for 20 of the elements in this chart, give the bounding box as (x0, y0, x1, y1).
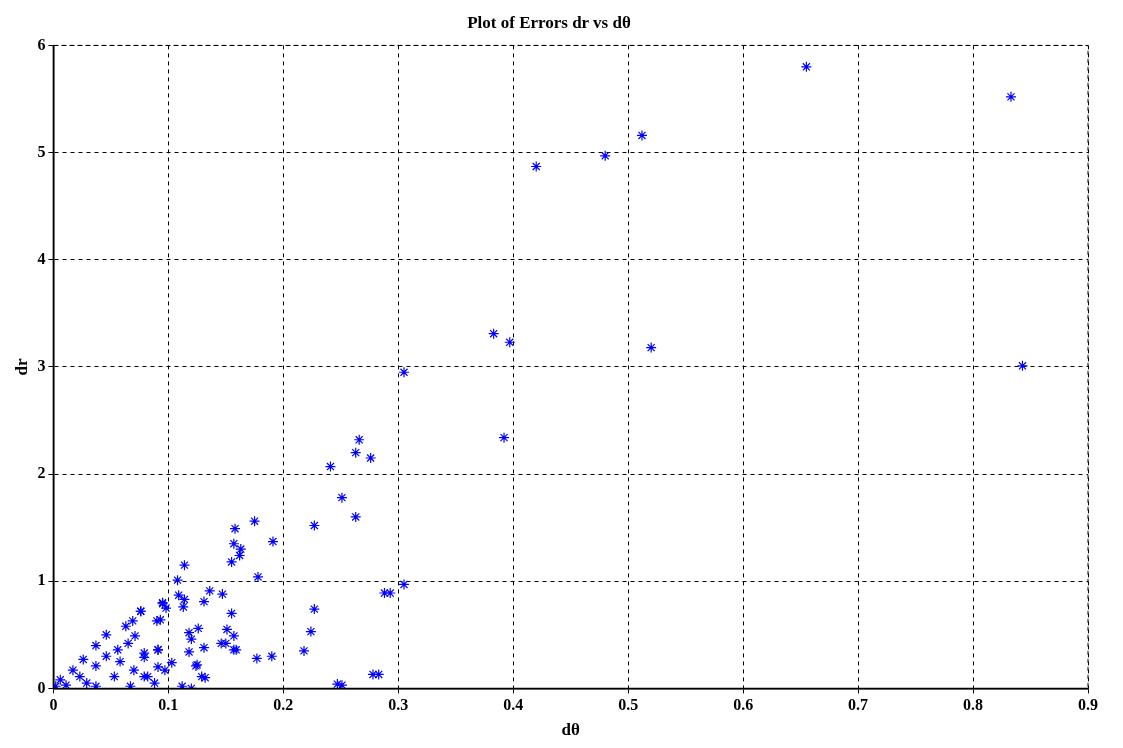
x-tick-label: 0.8 (963, 696, 984, 714)
x-tick-label: 0.5 (618, 696, 639, 714)
y-tick-label: 6 (37, 35, 46, 53)
y-tick-label: 1 (37, 571, 46, 589)
y-tick-label: 2 (37, 464, 46, 482)
x-tick-label: 0.4 (503, 696, 524, 714)
y-tick-label: 3 (37, 357, 46, 375)
x-tick-label: 0 (49, 696, 58, 714)
x-tick-label: 0.2 (273, 696, 294, 714)
x-tick-label: 0.9 (1078, 696, 1098, 714)
x-axis-title: dθ (561, 720, 580, 740)
chart-title: Plot of Errors dr vs dθ (467, 12, 631, 32)
x-tick-label: 0.6 (733, 696, 754, 714)
x-tick-label: 0.7 (848, 696, 869, 714)
y-tick-label: 5 (37, 142, 46, 160)
x-tick-label: 0.3 (388, 696, 409, 714)
y-tick-label: 4 (37, 249, 46, 267)
y-tick-label: 0 (37, 678, 46, 696)
x-tick-label: 0.1 (158, 696, 179, 714)
y-axis-title: dr (11, 357, 31, 376)
